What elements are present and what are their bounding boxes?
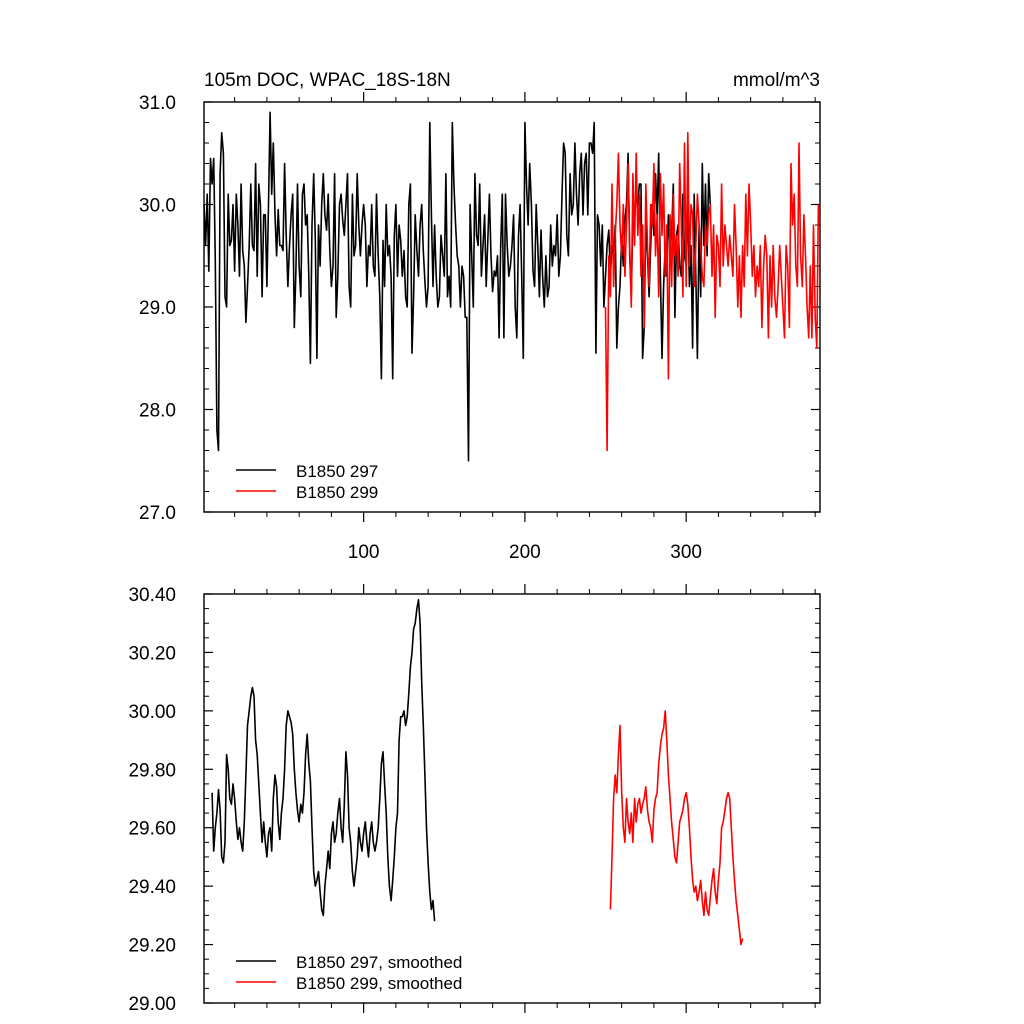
xtick-label: 200	[509, 542, 541, 563]
ytick-label: 30.00	[128, 702, 176, 723]
series-line-1	[609, 710, 744, 946]
bottom-ytick-labels: 29.00 29.20 29.40 29.60 29.80 30.00 30.20 30.40	[128, 585, 176, 1015]
bottom-legend-label-297: B1850 297, smoothed	[296, 953, 462, 972]
ytick-label: 30.20	[128, 643, 176, 664]
xtick-label: 100	[348, 542, 380, 563]
top-legend-label-299: B1850 299	[296, 483, 378, 502]
top-series	[203, 111, 820, 462]
ytick-label: 28.0	[139, 401, 176, 422]
ytick-label: 29.40	[128, 877, 176, 898]
top-xtick-labels: 100 200 300	[348, 542, 702, 563]
bottom-legend-label-299: B1850 299, smoothed	[296, 974, 462, 993]
ytick-label: 30.40	[128, 585, 176, 606]
top-plot-frame	[203, 101, 821, 513]
ytick-label: 29.80	[128, 760, 176, 781]
ytick-label: 29.60	[128, 819, 176, 840]
bottom-panel: 29.00 29.20 29.40 29.60 29.80 30.00 30.20 30.40…	[128, 584, 821, 1015]
bottom-ticks	[204, 584, 820, 1013]
top-ticks	[204, 92, 820, 522]
ytick-label: 27.0	[139, 503, 176, 524]
top-ytick-labels: 27.0 28.0 29.0 30.0 31.0	[139, 93, 176, 524]
bottom-legend: B1850 297, smoothed B1850 299, smoothed	[236, 953, 462, 993]
top-legend-label-297: B1850 297	[296, 462, 378, 481]
bottom-series	[211, 598, 744, 946]
series-line-0	[203, 111, 712, 462]
series-line-0	[211, 598, 436, 922]
series-line-1	[604, 132, 820, 452]
ytick-label: 29.00	[128, 994, 176, 1015]
xtick-label: 300	[670, 542, 702, 563]
top-legend: B1850 297 B1850 299	[236, 462, 378, 502]
top-panel: 105m DOC, WPAC_18S-18N mmol/m^3 27.0 28.0…	[139, 70, 821, 563]
ytick-label: 31.0	[139, 93, 176, 114]
top-title: 105m DOC, WPAC_18S-18N	[204, 70, 451, 91]
ytick-label: 30.0	[139, 196, 176, 217]
top-units-label: mmol/m^3	[733, 70, 820, 91]
ytick-label: 29.0	[139, 298, 176, 319]
ytick-label: 29.20	[128, 936, 176, 957]
